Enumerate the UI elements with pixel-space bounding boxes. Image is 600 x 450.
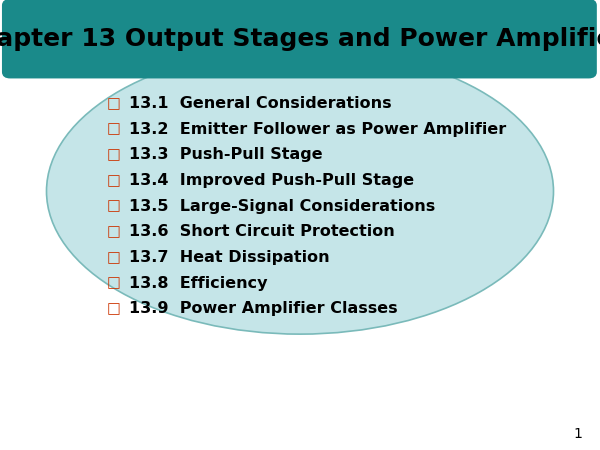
Text: □: □ [107, 122, 121, 137]
Text: 13.8  Efficiency: 13.8 Efficiency [129, 275, 268, 291]
FancyBboxPatch shape [3, 0, 596, 77]
Text: □: □ [107, 96, 121, 111]
Text: 1: 1 [573, 427, 582, 441]
Text: □: □ [107, 224, 121, 239]
Ellipse shape [47, 49, 554, 334]
Text: □: □ [107, 301, 121, 316]
Text: □: □ [107, 198, 121, 214]
Text: 13.5  Large-Signal Considerations: 13.5 Large-Signal Considerations [129, 198, 435, 214]
Text: 13.7  Heat Dissipation: 13.7 Heat Dissipation [129, 250, 329, 265]
Text: 13.9  Power Amplifier Classes: 13.9 Power Amplifier Classes [129, 301, 398, 316]
Text: □: □ [107, 275, 121, 291]
Text: 13.1  General Considerations: 13.1 General Considerations [129, 96, 392, 111]
Text: □: □ [107, 173, 121, 188]
Text: □: □ [107, 250, 121, 265]
Text: 13.3  Push-Pull Stage: 13.3 Push-Pull Stage [129, 147, 323, 162]
Text: 13.2  Emitter Follower as Power Amplifier: 13.2 Emitter Follower as Power Amplifier [129, 122, 506, 137]
Text: 13.4  Improved Push-Pull Stage: 13.4 Improved Push-Pull Stage [129, 173, 414, 188]
Text: Chapter 13 Output Stages and Power Amplifiers: Chapter 13 Output Stages and Power Ampli… [0, 27, 600, 51]
Text: □: □ [107, 147, 121, 162]
Text: 13.6  Short Circuit Protection: 13.6 Short Circuit Protection [129, 224, 395, 239]
